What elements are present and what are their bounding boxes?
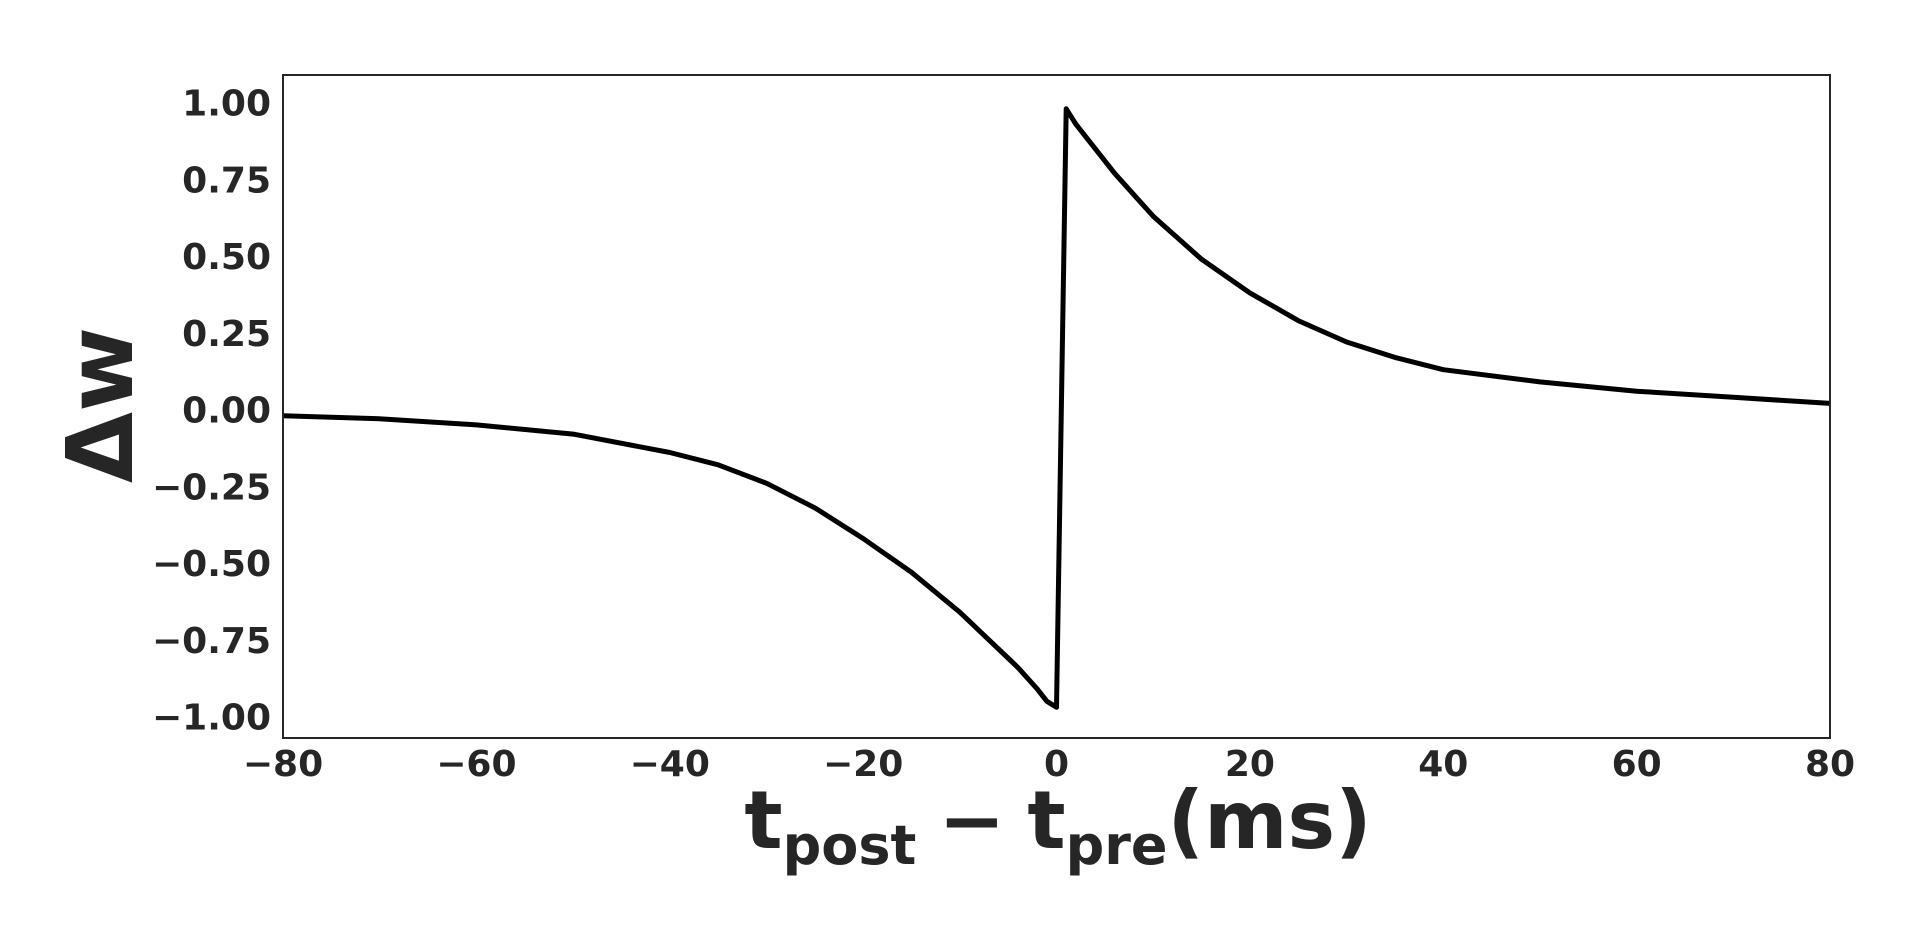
x-tick-label: −60 xyxy=(436,744,516,785)
x-tick-label: 20 xyxy=(1225,744,1275,785)
y-tick-label: 0.75 xyxy=(182,160,271,201)
x-tick-label: 0 xyxy=(1044,744,1069,785)
y-tick-label: −1.00 xyxy=(152,698,271,739)
y-tick-label: 1.00 xyxy=(182,84,271,125)
x-axis-label-sub-pre: pre xyxy=(1066,814,1168,877)
y-tick-label: 0.00 xyxy=(182,391,271,432)
x-axis-label-sub-post: post xyxy=(783,814,917,877)
y-tick-labels: 1.00 0.75 0.50 0.25 0.00 −0.25 −0.50 −0.75 −1.00 xyxy=(152,84,271,739)
y-axis-label: Δw xyxy=(47,327,154,483)
x-tick-label: 40 xyxy=(1418,744,1468,785)
x-axis-label-minus: − xyxy=(938,774,1005,867)
x-tick-label: 80 xyxy=(1805,744,1855,785)
x-tick-label: −20 xyxy=(823,744,903,785)
x-tick-label: −40 xyxy=(630,744,710,785)
x-axis-label-t-post: t xyxy=(744,774,782,867)
x-axis-label: tpost − tpre(ms) xyxy=(744,774,1371,877)
y-tick-label: −0.50 xyxy=(152,544,271,585)
x-tick-labels: −80 −60 −40 −20 0 20 40 60 80 xyxy=(243,744,1855,785)
x-axis-label-t-pre: t xyxy=(1027,774,1065,867)
plot-area-frame xyxy=(282,74,1831,739)
x-tick-label: 60 xyxy=(1612,744,1662,785)
y-tick-label: −0.25 xyxy=(152,467,271,508)
y-tick-label: 0.25 xyxy=(182,314,271,355)
y-tick-label: −0.75 xyxy=(152,621,271,662)
y-tick-label: 0.50 xyxy=(182,237,271,278)
x-axis-label-unit: (ms) xyxy=(1168,774,1372,867)
x-tick-label: −80 xyxy=(243,744,323,785)
series-line xyxy=(282,106,1831,710)
